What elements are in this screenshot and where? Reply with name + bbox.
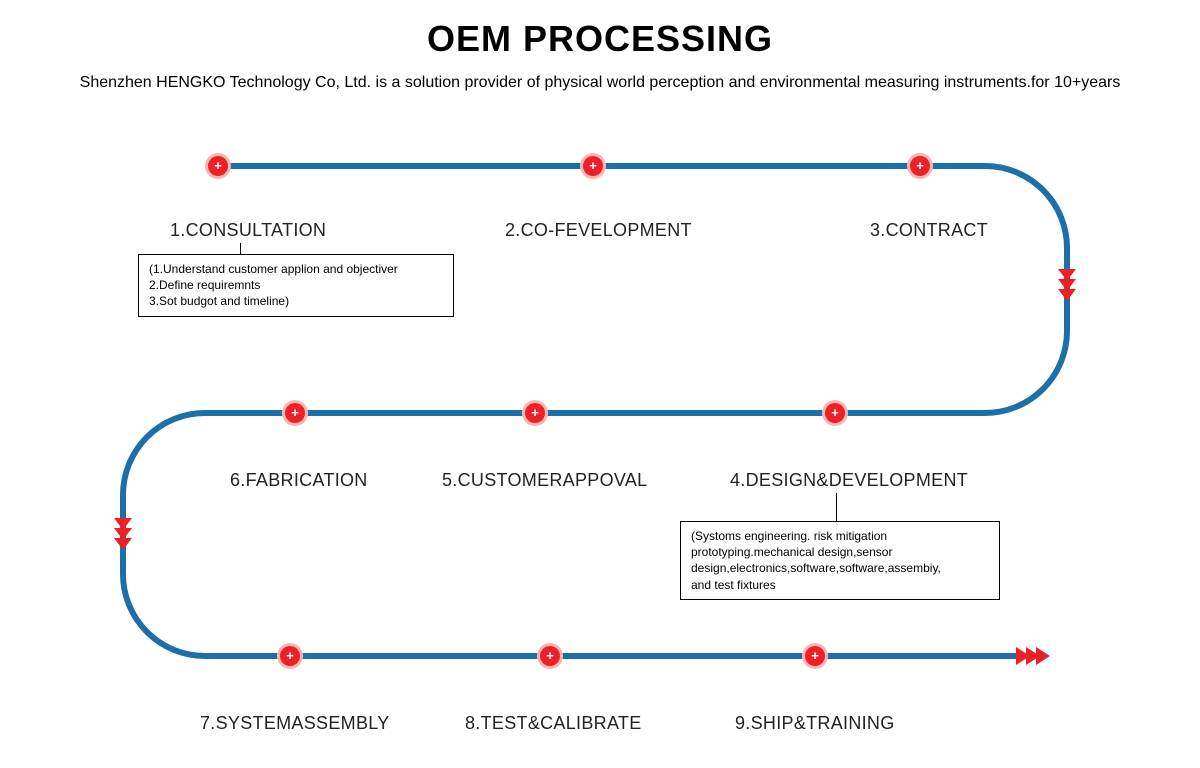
svg-text:+: + bbox=[291, 405, 299, 420]
step-label: 1.CONSULTATION bbox=[170, 220, 326, 241]
flow-svg: + + + + + + + + + bbox=[0, 18, 1200, 768]
svg-text:+: + bbox=[214, 158, 222, 173]
flow-node-plus-icon: + bbox=[580, 153, 606, 179]
step-label: 4.DESIGN&DEVELOPMENT bbox=[730, 470, 968, 491]
end-arrow-group bbox=[1016, 647, 1050, 665]
flow-node-plus-icon: + bbox=[537, 643, 563, 669]
flow-direction-chevron-icon bbox=[1058, 269, 1076, 281]
svg-text:+: + bbox=[286, 648, 294, 663]
svg-text:+: + bbox=[589, 158, 597, 173]
flow-direction-chevron-icon bbox=[1058, 289, 1076, 301]
page-subtitle: Shenzhen HENGKO Technology Co, Ltd. is a… bbox=[0, 74, 1200, 92]
svg-text:+: + bbox=[916, 158, 924, 173]
detail-line: and test fixtures bbox=[691, 577, 989, 593]
svg-text:+: + bbox=[831, 405, 839, 420]
flow-node-plus-icon: + bbox=[205, 153, 231, 179]
detail-box: (Systoms engineering. risk mitigationpro… bbox=[680, 521, 1000, 600]
detail-connector bbox=[836, 493, 837, 521]
step-label: 8.TEST&CALIBRATE bbox=[465, 713, 642, 734]
flow-direction-chevron-icon bbox=[1058, 279, 1076, 291]
flow-end-arrow-icon bbox=[1036, 647, 1050, 665]
step-label: 6.FABRICATION bbox=[230, 470, 368, 491]
step-label: 3.CONTRACT bbox=[870, 220, 988, 241]
flow-node-plus-icon: + bbox=[822, 400, 848, 426]
detail-line: prototyping.mechanical design,sensor bbox=[691, 544, 989, 560]
flow-node-plus-icon: + bbox=[277, 643, 303, 669]
detail-line: design,electronics,software,software,ass… bbox=[691, 560, 989, 576]
step-label: 9.SHIP&TRAINING bbox=[735, 713, 895, 734]
flow-end-arrow-icon bbox=[1016, 647, 1030, 665]
flow-end-arrow-icon bbox=[1026, 647, 1040, 665]
flow-node-plus-icon: + bbox=[907, 153, 933, 179]
flow-direction-chevron-icon bbox=[114, 528, 132, 540]
step-label: 7.SYSTEMASSEMBLY bbox=[200, 713, 390, 734]
detail-line: 3.Sot budgot and timeline) bbox=[149, 293, 443, 309]
flow-node-plus-icon: + bbox=[802, 643, 828, 669]
detail-line: 2.Define requiremnts bbox=[149, 277, 443, 293]
svg-text:+: + bbox=[546, 648, 554, 663]
detail-line: (1.Understand customer applion and objec… bbox=[149, 261, 443, 277]
svg-text:+: + bbox=[531, 405, 539, 420]
flow-direction-chevron-icon bbox=[114, 518, 132, 530]
svg-text:+: + bbox=[811, 648, 819, 663]
flow-node-plus-icon: + bbox=[522, 400, 548, 426]
page-title: OEM PROCESSING bbox=[0, 18, 1200, 60]
detail-line: (Systoms engineering. risk mitigation bbox=[691, 528, 989, 544]
detail-box: (1.Understand customer applion and objec… bbox=[138, 254, 454, 317]
step-label: 5.CUSTOMERAPPOVAL bbox=[442, 470, 648, 491]
flow-direction-chevron-icon bbox=[114, 538, 132, 550]
flow-node-plus-icon: + bbox=[282, 400, 308, 426]
step-label: 2.CO-FEVELOPMENT bbox=[505, 220, 692, 241]
